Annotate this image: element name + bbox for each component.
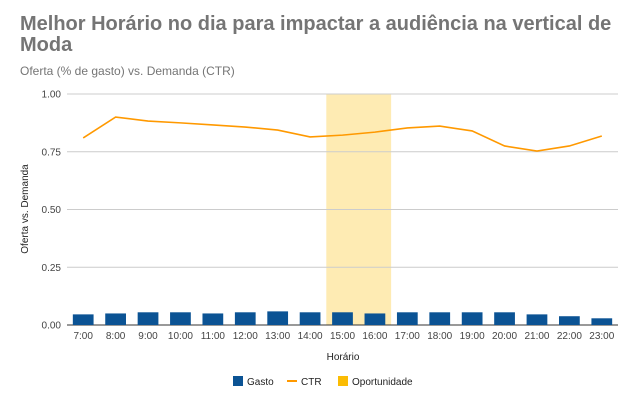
y-tick-label: 0.75 (42, 147, 62, 158)
legend-item-ctr[interactable]: CTR (287, 377, 322, 388)
y-tick-label: 0.50 (42, 205, 62, 216)
x-tick-label: 21:00 (524, 331, 549, 342)
x-tick-label: 8:00 (106, 331, 126, 342)
chart-subtitle: Oferta (% de gasto) vs. Demanda (CTR) (20, 64, 235, 78)
gasto-bar (332, 312, 353, 325)
legend-item-gasto[interactable]: Gasto (233, 376, 274, 388)
x-tick-label: 20:00 (492, 331, 517, 342)
x-tick-label: 9:00 (138, 331, 158, 342)
y-tick-label: 0.25 (42, 263, 62, 274)
x-tick-label: 22:00 (557, 331, 582, 342)
gasto-bar (364, 313, 386, 325)
legend-label: Gasto (247, 377, 274, 388)
x-axis-label: Horário (327, 352, 360, 363)
x-tick-label: 19:00 (460, 331, 485, 342)
x-tick-label: 14:00 (298, 331, 323, 342)
legend-item-oportunidade[interactable]: Oportunidade (338, 376, 413, 388)
x-tick-label: 15:00 (330, 331, 355, 342)
legend-label: CTR (301, 377, 322, 388)
x-tick-label: 16:00 (362, 331, 387, 342)
gasto-bar (559, 316, 580, 325)
gasto-bar (267, 311, 289, 325)
x-tick-label: 10:00 (168, 331, 193, 342)
gasto-bar (170, 312, 191, 325)
gasto-bar (105, 313, 126, 325)
legend-swatch (338, 376, 348, 386)
gasto-bar (72, 314, 94, 325)
x-tick-label: 23:00 (589, 331, 614, 342)
gasto-bar (526, 314, 548, 325)
gasto-bar (234, 312, 256, 325)
x-tick-label: 7:00 (73, 331, 93, 342)
x-tick-label: 12:00 (233, 331, 258, 342)
x-tick-label: 18:00 (427, 331, 452, 342)
legend-label: Oportunidade (352, 377, 413, 388)
y-tick-label: 1.00 (42, 90, 62, 101)
gasto-bar (429, 312, 451, 325)
legend-swatch (233, 376, 243, 386)
gasto-bar (591, 318, 613, 325)
gasto-bar (202, 313, 224, 325)
gasto-bar (299, 312, 321, 325)
gasto-bar (461, 312, 483, 325)
y-tick-label: 0.00 (42, 321, 62, 332)
y-axis-label: Oferta vs. Demanda (20, 164, 31, 254)
x-tick-label: 11:00 (201, 331, 226, 342)
gasto-bar (396, 312, 418, 325)
gasto-bar (494, 312, 515, 325)
x-tick-label: 13:00 (265, 331, 290, 342)
gasto-bar (137, 312, 159, 325)
chart-title: Melhor Horário no dia para impactar a au… (20, 13, 612, 56)
x-tick-label: 17:00 (395, 331, 420, 342)
